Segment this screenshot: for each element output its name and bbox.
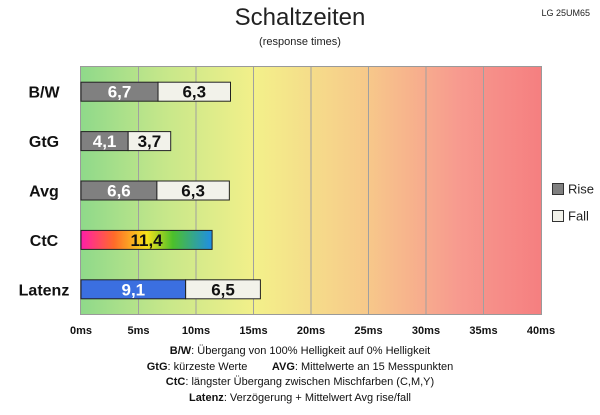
bar-fall [127, 131, 172, 152]
x-tick-label: 0ms [70, 325, 92, 337]
bar-label-rise: 6,6 [107, 182, 131, 201]
note-latenz: Latenz: Verzögerung + Mittelwert Avg ris… [188, 391, 412, 404]
legend-label-rise: Rise [568, 181, 595, 197]
legend-item-rise: Rise [552, 180, 594, 198]
x-tick-label: 20ms [297, 325, 325, 337]
x-tick-label: 35ms [469, 325, 497, 337]
bar-label-ctc: 11,4 [130, 231, 163, 250]
bar-label-latenz: 9,1 [122, 280, 146, 299]
bar-fall [156, 180, 230, 201]
x-tick-label: 10ms [182, 325, 210, 337]
x-tick-label: 5ms [127, 325, 149, 337]
x-tick-label: 40ms [527, 325, 555, 337]
legend-swatch-fall [552, 209, 564, 222]
bar-label-fall: 6,3 [181, 182, 205, 201]
bar-fall [157, 81, 231, 102]
bar-label-fall: 6,3 [182, 83, 206, 102]
chart-title: Schaltzeiten [234, 4, 366, 31]
legend-label-fall: Fall [568, 208, 589, 224]
y-category-label: CtC [30, 233, 59, 250]
bar-fall [185, 279, 261, 300]
note-bw: B/W: Übergang von 100% Helligkeit auf 0%… [169, 345, 431, 357]
x-tick-label: 30ms [412, 325, 440, 337]
bar-label-fall: 6,5 [211, 280, 235, 299]
model-label: LG 25UM65 [541, 8, 590, 18]
legend-swatch-rise [552, 182, 564, 195]
note-gtg-avg: GtG: kürzeste Werte AVG: Mittelwerte an … [146, 360, 454, 373]
y-category-label: Latenz [19, 282, 70, 299]
y-category-label: B/W [28, 85, 60, 102]
legend-item-fall: Fall [552, 207, 589, 225]
chart-subtitle: (response times) [259, 36, 341, 48]
note-ctc: CtC: längster Übergang zwischen Mischfar… [165, 376, 435, 388]
y-category-label: GtG [29, 134, 59, 151]
bar-label-rise: 6,7 [108, 83, 132, 102]
bar-label-rise: 4,1 [93, 132, 117, 151]
x-tick-label: 25ms [354, 325, 382, 337]
y-category-label: Avg [29, 184, 59, 201]
bar-ctc [80, 229, 213, 250]
footnotes: B/W: Übergang von 100% Helligkeit auf 0%… [0, 344, 600, 406]
x-tick-label: 15ms [239, 325, 267, 337]
bar-label-fall: 3,7 [138, 132, 162, 151]
